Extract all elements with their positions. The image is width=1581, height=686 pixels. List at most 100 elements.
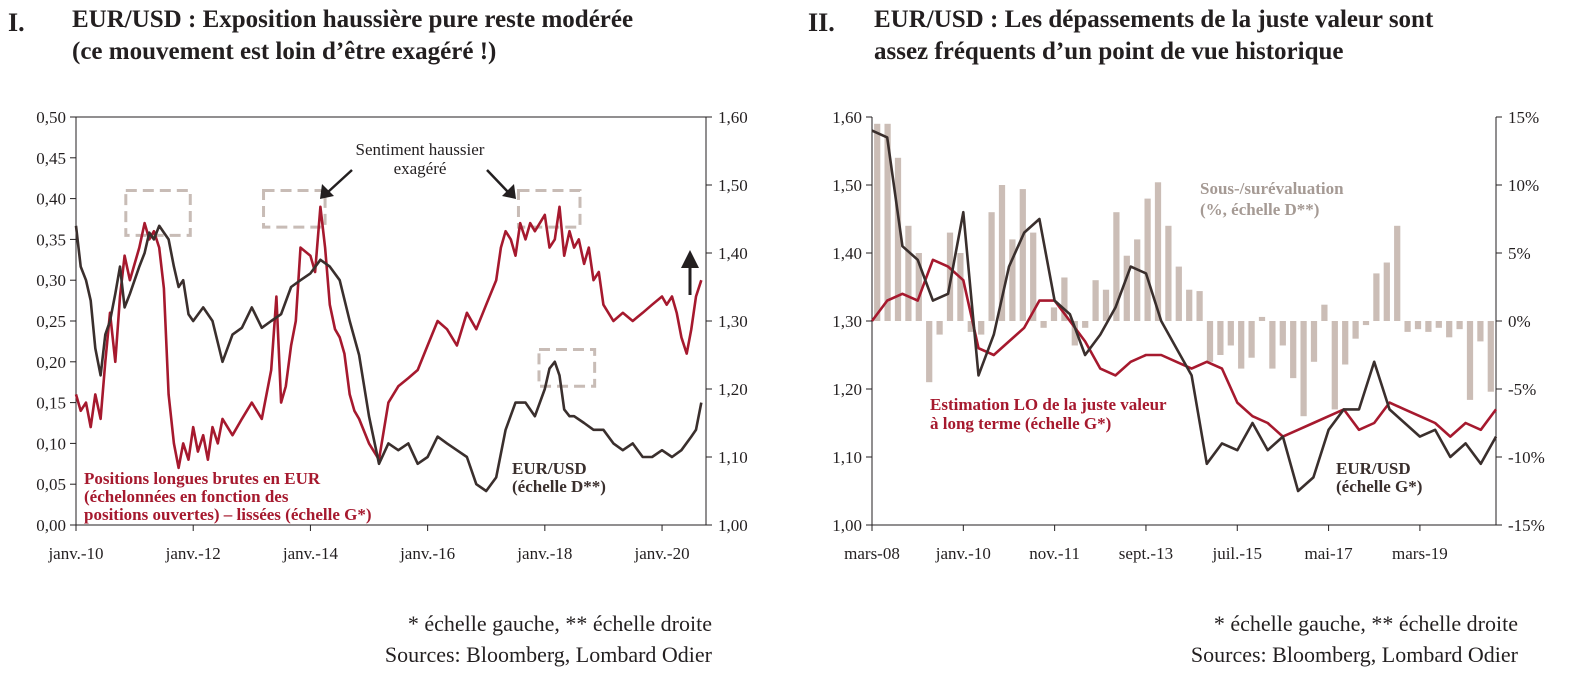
bar xyxy=(1300,321,1307,417)
bar xyxy=(1269,321,1276,369)
bar xyxy=(1092,280,1099,321)
y-left-tick-label: 0,05 xyxy=(36,475,66,494)
bar xyxy=(1446,321,1453,338)
bar xyxy=(957,253,964,321)
y-right-tick-label: 5% xyxy=(1508,244,1531,263)
x-tick-label: janv.-16 xyxy=(399,544,455,563)
y-right-tick-label: 0% xyxy=(1508,312,1531,331)
series-line-positions xyxy=(74,205,703,470)
chart-2-svg: 1,00 1,10 1,20 1,30 1,40 1,50 1,60 -15% -10% -5% 0… xyxy=(832,108,1545,563)
bar xyxy=(1331,321,1338,410)
scale-note: * échelle gauche, ** échelle droite xyxy=(1213,611,1518,636)
y-left-tick-label: 0,20 xyxy=(36,353,66,372)
chart-panel-1: I. EUR/USD : Exposition haussière pure r… xyxy=(0,0,760,686)
bar xyxy=(1425,321,1432,332)
bar xyxy=(1123,255,1130,321)
x-tick-label: janv.-12 xyxy=(165,544,221,563)
bar xyxy=(1175,266,1182,321)
x-tick-label: janv.-18 xyxy=(516,544,572,563)
bar xyxy=(894,157,902,321)
bar xyxy=(884,123,891,321)
bar xyxy=(1030,232,1037,321)
bar xyxy=(1113,212,1120,321)
bar xyxy=(1102,289,1110,321)
bar xyxy=(1206,321,1214,362)
y-right-tick-label: 1,60 xyxy=(718,108,748,127)
chart-1-svg: 0,00 0,05 0,10 0,15 0,20 0,25 0,30 0,35 0,40 0,45… xyxy=(36,108,748,563)
bar xyxy=(905,225,912,321)
chart-title: EUR/USD : Exposition haussière pure rest… xyxy=(72,4,633,68)
bar xyxy=(1196,291,1203,321)
series-label-eurusd: (échelle D**) xyxy=(512,477,606,496)
y-left-tick-label: 1,50 xyxy=(832,176,862,195)
bar xyxy=(1154,182,1162,321)
bar xyxy=(1373,273,1380,321)
bar xyxy=(1404,321,1411,332)
chart-panel-2: II. EUR/USD : Les dépassements de la jus… xyxy=(790,0,1580,686)
bar xyxy=(1040,321,1047,328)
highlight-box xyxy=(537,348,597,388)
up-arrowhead xyxy=(681,250,699,268)
bar xyxy=(978,321,985,335)
y-left-tick-label: 0,50 xyxy=(36,108,66,127)
y-right-tick-label: -15% xyxy=(1508,516,1545,535)
bar xyxy=(1362,321,1370,326)
bar xyxy=(1019,189,1026,321)
x-tick-label: mars-19 xyxy=(1392,544,1448,563)
bar xyxy=(926,321,933,383)
series-label-positions: Positions longues brutes en EUR xyxy=(84,469,321,488)
bar xyxy=(1394,225,1401,321)
chart-title-line-1: EUR/USD : Exposition haussière pure rest… xyxy=(72,6,634,33)
bar xyxy=(1342,321,1349,365)
series-label-positions: (échelonnées en fonction des xyxy=(84,487,289,506)
x-tick-label: janv.-20 xyxy=(634,544,690,563)
series-label-eurusd: (échelle G*) xyxy=(1336,477,1422,496)
y-right-tick-label: -5% xyxy=(1508,380,1536,399)
bar xyxy=(1321,304,1328,321)
bar xyxy=(1144,198,1151,321)
series-line-eurusd xyxy=(871,129,1498,493)
plot-frame xyxy=(75,116,707,526)
y-left-tick-label: 0,00 xyxy=(36,516,66,535)
bar xyxy=(1290,321,1297,379)
series-label-positions: positions ouvertes) – lissées (échelle G… xyxy=(84,505,372,524)
bar xyxy=(1279,321,1286,346)
y-left-tick-label: 0,30 xyxy=(36,271,66,290)
annotation-arrow-left xyxy=(327,169,353,193)
panel-number: II. xyxy=(808,8,835,37)
series-label-fair-value: à long terme (échelle G*) xyxy=(930,414,1111,433)
bar xyxy=(1186,289,1193,321)
chart-notes: * échelle gauche, ** échelle droite Sour… xyxy=(385,608,712,670)
series-label-fair-value: Estimation LO de la juste valeur xyxy=(930,395,1167,414)
bar xyxy=(967,321,974,332)
bar xyxy=(1487,321,1494,392)
bar xyxy=(1466,321,1474,400)
bar xyxy=(1352,321,1359,339)
y-right-tick-label: 10% xyxy=(1508,176,1539,195)
y-left-tick-label: 0,10 xyxy=(36,434,66,453)
annotation-label: Sentiment haussier xyxy=(356,140,485,159)
x-tick-label: mai-17 xyxy=(1305,544,1354,563)
highlight-box xyxy=(124,188,192,237)
y-right-tick-label: 1,00 xyxy=(718,516,748,535)
series-label-valuation: Sous-/surévaluation xyxy=(1200,179,1344,198)
bar xyxy=(998,185,1006,321)
y-left-tick-label: 1,00 xyxy=(832,516,862,535)
y-right-tick-label: 1,20 xyxy=(718,380,748,399)
x-tick-label: janv.-10 xyxy=(47,544,103,563)
bar xyxy=(874,123,881,321)
bar xyxy=(1227,321,1234,346)
y-left-tick-label: 1,30 xyxy=(832,312,862,331)
y-right-tick-label: -10% xyxy=(1508,448,1545,467)
y-left-tick-label: 1,10 xyxy=(832,448,862,467)
chart-title-line-2: assez fréquents d’un point de vue histor… xyxy=(874,38,1344,65)
series-label-eurusd: EUR/USD xyxy=(512,459,587,478)
annotation-arrow-right xyxy=(486,169,509,193)
x-tick-label: mars-08 xyxy=(844,544,900,563)
bar xyxy=(1217,321,1224,355)
y-right-tick-label: 15% xyxy=(1508,108,1539,127)
bar xyxy=(1050,307,1058,321)
y-right-tick-label: 1,40 xyxy=(718,244,748,263)
bar xyxy=(1383,262,1390,321)
series-label-eurusd: EUR/USD xyxy=(1336,459,1411,478)
